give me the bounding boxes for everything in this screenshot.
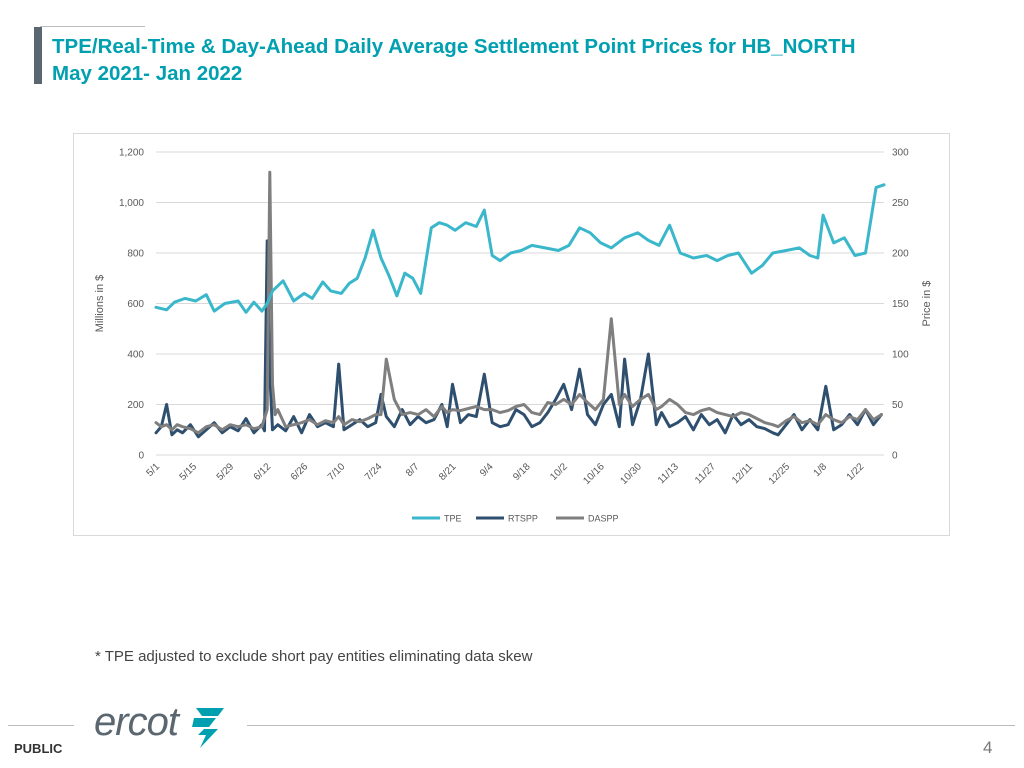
y-left-tick-label: 400 [127, 350, 144, 361]
x-tick-label: 7/24 [363, 461, 385, 483]
legend-label-rtspp: RTSPP [508, 514, 538, 524]
y-left-tick-label: 800 [127, 249, 144, 260]
x-tick-label: 9/4 [478, 461, 496, 479]
title-accent-bar [34, 27, 42, 84]
footnote: * TPE adjusted to exclude short pay enti… [95, 648, 533, 665]
page-number: 4 [983, 738, 993, 757]
y-left-tick-label: 200 [127, 400, 144, 411]
x-tick-label: 10/16 [581, 461, 607, 487]
ercot-logo: ercot [94, 700, 224, 748]
x-tick-label: 8/21 [437, 461, 459, 483]
line-chart: 0 0 200 50 400 100 600 150 800 200 1,000 250 1,200 30… [94, 148, 933, 524]
slide-title: TPE/Real-Time & Day-Ahead Daily Average … [52, 33, 992, 87]
y-right-tick-label: 200 [892, 249, 909, 260]
x-tick-label: 6/26 [289, 461, 311, 483]
series-line-rtspp [154, 239, 883, 439]
x-tick-label: 5/15 [178, 461, 200, 483]
footer-rule-left [8, 725, 74, 726]
y-right-tick-label: 0 [892, 451, 898, 462]
y-right-axis-label: Price in $ [921, 281, 933, 327]
top-rule [40, 26, 145, 27]
logo-bolt-icon [192, 708, 224, 748]
x-tick-label: 1/8 [812, 461, 830, 479]
series-line-daspp [154, 170, 883, 435]
x-tick-label: 12/11 [730, 461, 755, 486]
logo-wordmark: ercot [94, 700, 181, 744]
y-right-tick-label: 150 [892, 299, 909, 310]
y-left-tick-label: 1,000 [119, 198, 144, 209]
y-right-tick-label: 50 [892, 400, 904, 411]
public-label: PUBLIC [14, 741, 63, 756]
y-right-tick-label: 250 [892, 198, 909, 209]
footer-rule-right [247, 725, 1015, 726]
x-tick-label: 5/29 [215, 461, 237, 483]
x-tick-label: 11/27 [693, 461, 718, 486]
y-right-tick-label: 100 [892, 350, 909, 361]
x-tick-label: 10/2 [548, 461, 570, 483]
legend-label-daspp: DASPP [588, 514, 619, 524]
x-tick-label: 12/25 [767, 461, 793, 487]
x-tick-label: 11/13 [656, 461, 681, 486]
slide-title-line2: May 2021- Jan 2022 [52, 62, 243, 85]
x-tick-label: 10/30 [618, 461, 644, 487]
chart-container: 0 0 200 50 400 100 600 150 800 200 1,000 250 1,200 30… [73, 133, 950, 536]
series-line-tpe [154, 183, 886, 314]
x-tick-label: 9/18 [511, 461, 533, 483]
x-tick-label: 8/7 [404, 461, 422, 479]
y-right-tick-label: 300 [892, 148, 909, 159]
y-left-tick-label: 1,200 [119, 148, 144, 159]
y-left-axis-label: Millions in $ [94, 275, 106, 332]
legend-label-tpe: TPE [444, 514, 462, 524]
y-left-tick-label: 0 [138, 451, 144, 462]
x-tick-label: 6/12 [252, 461, 274, 483]
y-left-tick-label: 600 [127, 299, 144, 310]
slide-title-line1: TPE/Real-Time & Day-Ahead Daily Average … [52, 35, 856, 58]
x-tick-label: 5/1 [145, 461, 163, 479]
x-tick-label: 7/10 [326, 461, 348, 483]
x-tick-label: 1/22 [845, 461, 867, 483]
